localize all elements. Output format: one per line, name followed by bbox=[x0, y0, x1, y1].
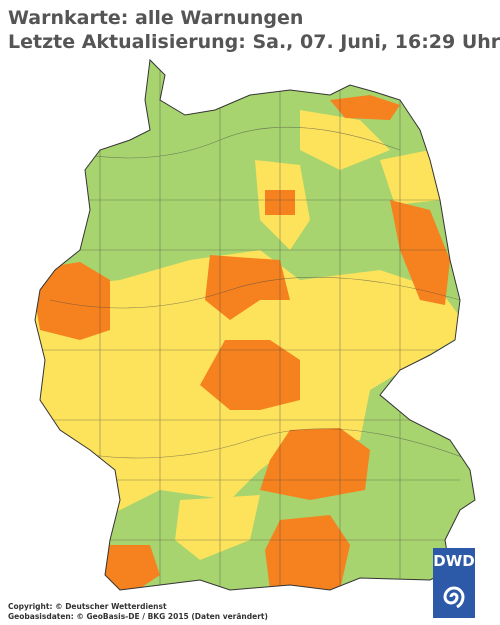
logo-text: DWD bbox=[433, 552, 474, 570]
geodata-credit: Geobasisdaten: © GeoBasis-DE / BKG 2015 … bbox=[8, 612, 268, 621]
yellow-zone bbox=[175, 495, 260, 560]
orange-zone bbox=[205, 255, 290, 320]
yellow-zone bbox=[380, 150, 440, 205]
district-borders bbox=[40, 60, 471, 590]
dwd-logo: DWD bbox=[433, 548, 475, 618]
yellow-zone bbox=[300, 110, 390, 170]
orange-zone bbox=[260, 428, 370, 500]
logo-swirl bbox=[443, 586, 465, 609]
logo-box bbox=[433, 548, 475, 618]
copyright: Copyright: © Deutscher Wetterdienst bbox=[8, 602, 167, 611]
orange-zone bbox=[100, 545, 160, 590]
map-subtitle: Letzte Aktualisierung: Sa., 07. Juni, 16… bbox=[8, 31, 500, 53]
map-title: Warnkarte: alle Warnungen bbox=[8, 7, 303, 29]
orange-zone bbox=[390, 200, 450, 305]
orange-zone bbox=[35, 262, 110, 340]
orange-zone bbox=[200, 340, 300, 410]
orange-zone bbox=[265, 515, 350, 590]
orange-zone bbox=[330, 95, 400, 120]
germany-map bbox=[35, 60, 475, 590]
